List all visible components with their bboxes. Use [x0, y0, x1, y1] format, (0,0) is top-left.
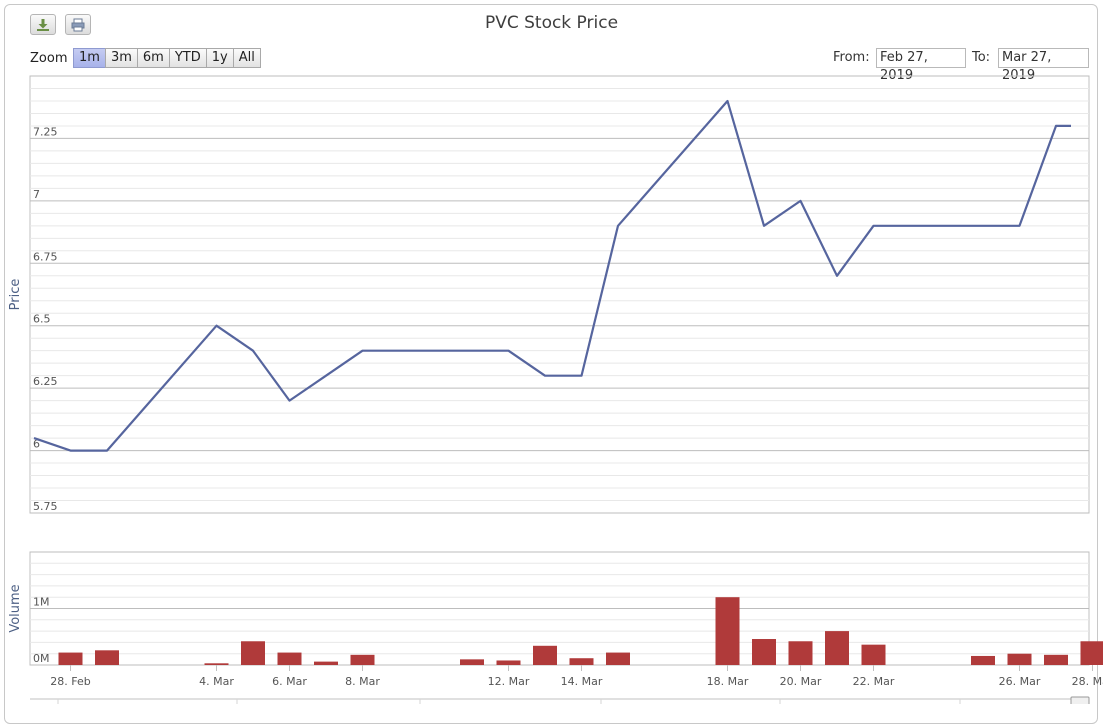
price-tick-label: 6.5	[33, 313, 51, 326]
volume-bar	[1081, 641, 1103, 665]
volume-bar	[241, 641, 265, 665]
x-tick-label: 12. Mar	[488, 675, 530, 688]
price-axis-title: Price	[8, 279, 23, 311]
volume-bar	[460, 659, 484, 665]
x-tick-label: 6. Mar	[272, 675, 307, 688]
price-plot-border	[30, 76, 1089, 513]
volume-bar	[971, 656, 995, 665]
x-tick-label: 14. Mar	[561, 675, 603, 688]
x-tick-label: 8. Mar	[345, 675, 380, 688]
volume-bar	[570, 658, 594, 665]
volume-bar	[95, 650, 119, 665]
x-tick-label: 4. Mar	[199, 675, 234, 688]
price-tick-label: 6.25	[33, 375, 58, 388]
volume-bar	[606, 653, 630, 665]
volume-tick-label: 1M	[33, 596, 50, 609]
volume-bar	[533, 646, 557, 665]
volume-bar	[825, 631, 849, 665]
x-tick-label: 20. Mar	[780, 675, 822, 688]
volume-bar	[716, 597, 740, 665]
volume-bar	[497, 660, 521, 665]
volume-bar	[1008, 654, 1032, 665]
volume-bar	[789, 641, 813, 665]
volume-axis-title: Volume	[8, 584, 23, 632]
x-tick-label: 18. Mar	[707, 675, 749, 688]
volume-bar	[1044, 655, 1068, 665]
volume-tick-label: 0M	[33, 652, 50, 665]
x-tick-label: 28. Feb	[50, 675, 90, 688]
volume-bar	[862, 645, 886, 665]
x-tick-label: 28. Mar	[1072, 675, 1103, 688]
volume-bar	[278, 653, 302, 665]
price-tick-label: 7.25	[33, 125, 58, 138]
navigator-handle	[1071, 697, 1089, 704]
volume-bar	[205, 663, 229, 665]
x-tick-label: 22. Mar	[853, 675, 895, 688]
volume-bar	[351, 655, 375, 665]
volume-bar	[314, 662, 338, 665]
price-tick-label: 7	[33, 188, 40, 201]
volume-bar	[752, 639, 776, 665]
price-tick-label: 5.75	[33, 500, 58, 513]
x-tick-label: 26. Mar	[999, 675, 1041, 688]
volume-bar	[59, 653, 83, 665]
price-tick-label: 6.75	[33, 250, 58, 263]
